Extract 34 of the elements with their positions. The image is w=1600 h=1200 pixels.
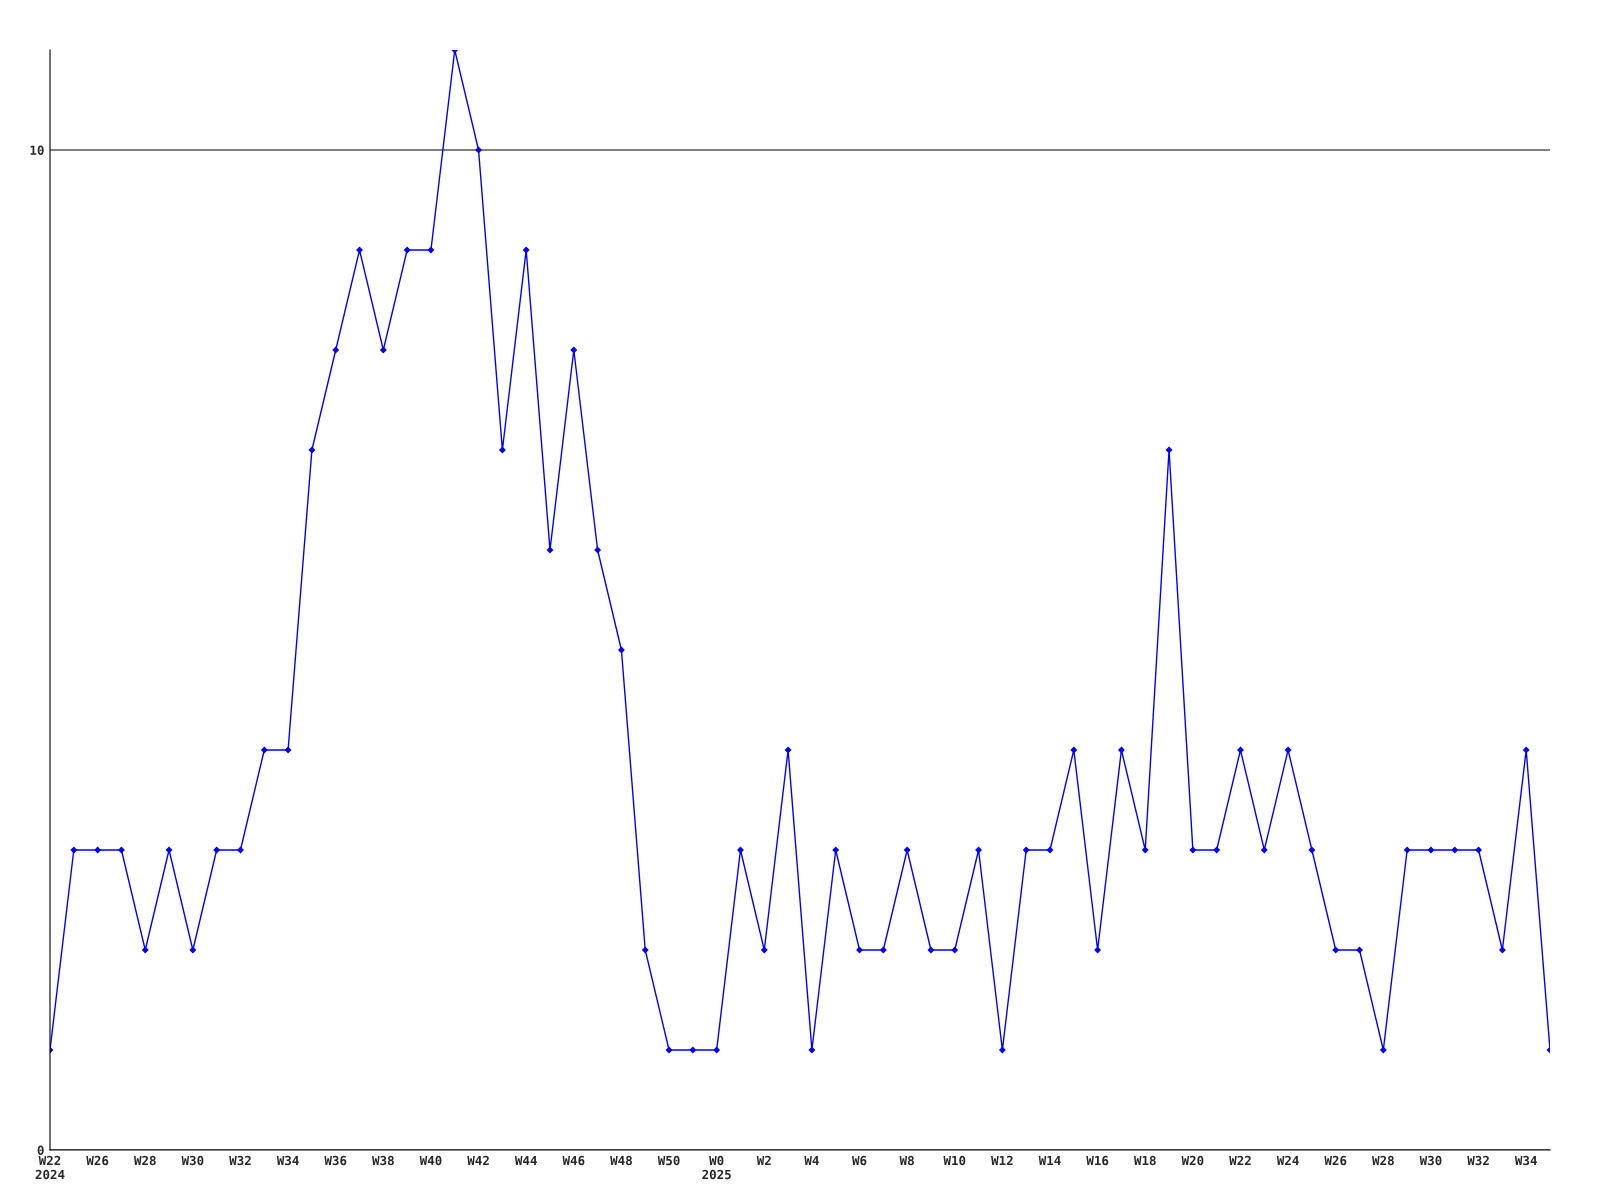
x-tick-label: W6: [852, 1155, 867, 1166]
x-tick-label: W40: [419, 1155, 442, 1166]
x-tick-label: W4: [804, 1155, 819, 1166]
x-tick-label: W10: [943, 1155, 966, 1166]
x-tick-label: W42: [467, 1155, 489, 1166]
x-tick-label: W28: [133, 1155, 156, 1166]
x-tick-label: W34: [1514, 1155, 1537, 1166]
x-tick-label: W46: [562, 1155, 585, 1166]
x-tick-label: W32: [229, 1155, 251, 1166]
x-tick-label: W24: [1276, 1155, 1299, 1166]
x-tick-label: W20: [1181, 1155, 1204, 1166]
x-tick-label: W38: [372, 1155, 394, 1166]
x-tick-label: W22 2024: [35, 1155, 65, 1180]
x-tick-label: W28: [1372, 1155, 1394, 1166]
x-tick-label: W30: [181, 1155, 204, 1166]
y-tick-label: 10: [30, 145, 44, 155]
x-tick-label: W32: [1467, 1155, 1489, 1166]
x-tick-label: W16: [1086, 1155, 1109, 1166]
x-tick-label: W48: [610, 1155, 632, 1166]
x-tick-label: W2: [756, 1155, 771, 1166]
x-tick-label: W12: [991, 1155, 1013, 1166]
x-tick-label: W18: [1133, 1155, 1156, 1166]
x-tick-label: W50: [657, 1155, 680, 1166]
x-tick-label: W36: [324, 1155, 347, 1166]
x-tick-label: W8: [899, 1155, 914, 1166]
x-tick-label: W34: [276, 1155, 299, 1166]
x-tick-label: W30: [1419, 1155, 1442, 1166]
x-tick-label: W26: [1324, 1155, 1347, 1166]
x-tick-label: W14: [1038, 1155, 1061, 1166]
y-tick-label: 0: [37, 1145, 44, 1155]
x-tick-label: W22: [1229, 1155, 1251, 1166]
x-tick-label: W44: [514, 1155, 537, 1166]
x-tick-label: W0 2025: [702, 1155, 731, 1180]
x-tick-label: W26: [86, 1155, 109, 1166]
